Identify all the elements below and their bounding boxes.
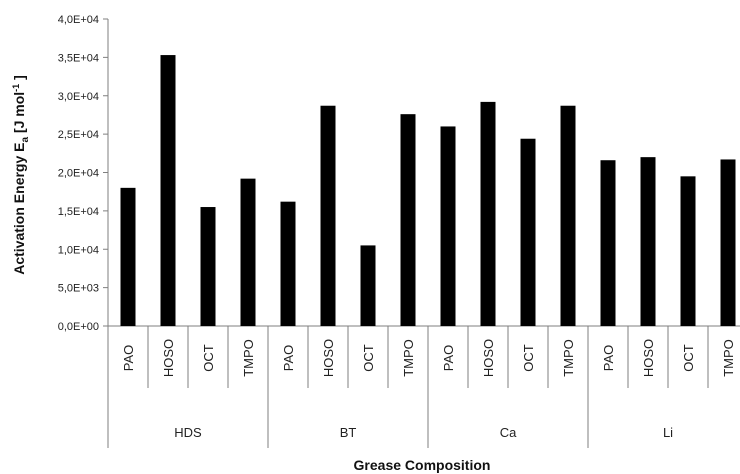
category-label: OCT <box>361 344 376 372</box>
category-label: PAO <box>441 345 456 372</box>
svg-text:Activation Energy Ea [J mol-1: Activation Energy Ea [J mol-1 ] <box>11 75 31 275</box>
category-label: PAO <box>281 345 296 372</box>
y-tick-label: 1,5E+04 <box>58 206 99 218</box>
y-tick-label: 2,5E+04 <box>58 129 99 141</box>
x-axis-title: Grease Composition <box>354 457 491 473</box>
bar <box>120 187 136 326</box>
bar <box>200 207 216 326</box>
category-label: PAO <box>601 345 616 372</box>
bar <box>280 201 296 326</box>
category-label: TMPO <box>241 339 256 377</box>
y-tick-label: 3,0E+04 <box>58 91 99 103</box>
category-label: OCT <box>201 344 216 372</box>
y-tick-label: 3,5E+04 <box>58 52 99 64</box>
bar <box>680 176 696 326</box>
y-axis-title: Activation Energy Ea [J mol-1 ] <box>11 75 31 275</box>
category-label: HOSO <box>161 339 176 377</box>
y-tick-label: 1,0E+04 <box>58 244 99 256</box>
category-label: PAO <box>121 345 136 372</box>
group-label: Li <box>663 425 673 440</box>
category-label: OCT <box>681 344 696 372</box>
group-label: BT <box>340 425 357 440</box>
y-axis-title-main: Activation Energy E <box>11 143 27 275</box>
y-axis-title-superscript: -1 <box>11 84 21 92</box>
bar <box>360 245 376 326</box>
y-axis-title-unit: [J mol <box>11 92 27 137</box>
y-tick-label: 5,0E+03 <box>58 283 99 295</box>
category-label: HOSO <box>641 339 656 377</box>
bar <box>160 55 176 326</box>
bar <box>640 157 656 326</box>
bar <box>600 160 616 326</box>
y-tick-label: 2,0E+04 <box>58 168 99 180</box>
category-label: TMPO <box>721 339 736 377</box>
category-label: HOSO <box>321 339 336 377</box>
bar <box>400 114 416 326</box>
y-tick-label: 4,0E+04 <box>58 14 99 26</box>
bar <box>520 138 536 326</box>
y-axis-title-close: ] <box>11 75 27 84</box>
category-label: OCT <box>521 344 536 372</box>
plot-area: 0,0E+00 5,0E+03 1,0E+04 1,5E+04 2,0E+04 2,5E+… <box>58 14 740 448</box>
bar <box>480 101 496 326</box>
category-label: TMPO <box>561 339 576 377</box>
bar <box>560 105 576 326</box>
group-label: HDS <box>174 425 202 440</box>
category-label: HOSO <box>481 339 496 377</box>
y-axis-title-subscript: a <box>20 137 31 143</box>
y-tick-label: 0,0E+00 <box>58 321 99 333</box>
group-label: Ca <box>500 425 517 440</box>
bar <box>720 159 736 326</box>
bar <box>320 105 336 326</box>
bar <box>240 178 256 326</box>
category-label: TMPO <box>401 339 416 377</box>
bar <box>440 126 456 326</box>
